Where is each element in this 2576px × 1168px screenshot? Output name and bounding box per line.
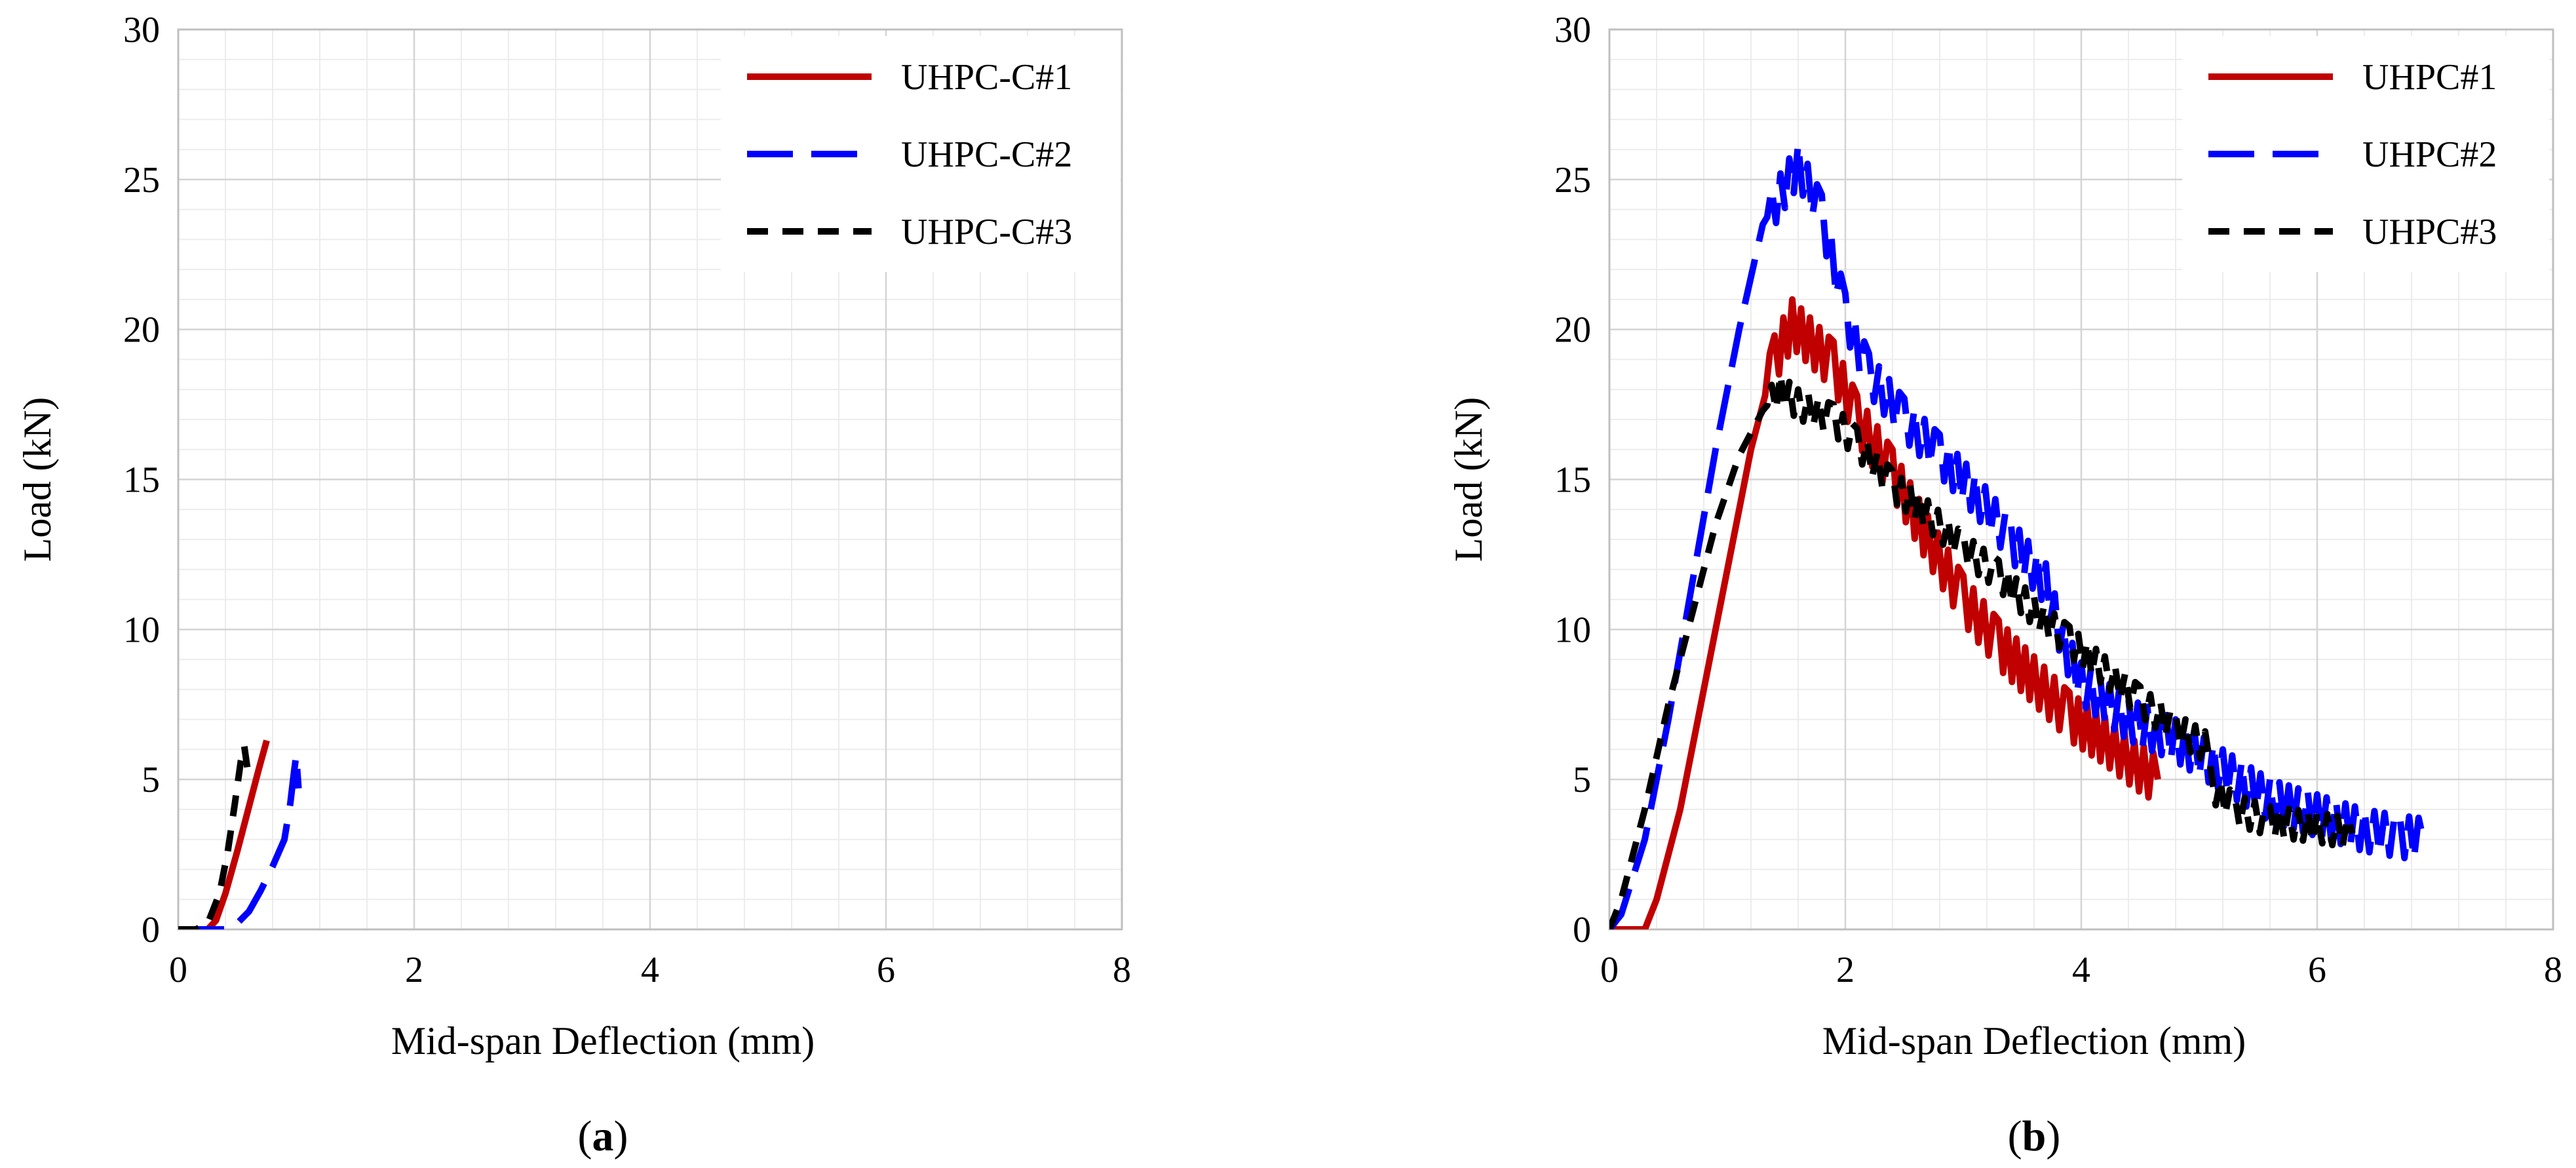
- y-tick-label: 15: [123, 460, 160, 501]
- y-tick-label: 5: [1573, 760, 1591, 800]
- x-tick-label: 2: [405, 950, 423, 990]
- series-line-UHPC-C#2: [178, 752, 302, 929]
- legend-label-UHPC#2: UHPC#2: [2362, 134, 2497, 175]
- y-tick-label: 10: [123, 610, 160, 650]
- y-tick-label: 10: [1554, 610, 1591, 650]
- series-line-UHPC#3: [1609, 371, 2356, 929]
- x-tick-label: 8: [1113, 950, 1131, 990]
- x-tick-label: 8: [2544, 950, 2562, 990]
- x-tick-label: 4: [641, 950, 659, 990]
- chart-panel-b: 0 2 4 6 8 0 5 10 15 20 25 30 Mid-span Deflection (mm…: [1447, 10, 2562, 1160]
- y-tick-label: 0: [1573, 910, 1591, 950]
- y-axis-label: Load (kN): [1447, 397, 1490, 562]
- plot-frame: [177, 28, 1123, 931]
- panel-caption: (a): [578, 1112, 628, 1160]
- x-axis-label: Mid-span Deflection (mm): [1822, 1019, 2246, 1062]
- y-tick-label: 15: [1554, 460, 1591, 501]
- x-tick-label: 6: [2308, 950, 2326, 990]
- x-tick-label: 0: [169, 950, 187, 990]
- y-tick-label: 30: [1554, 10, 1591, 50]
- y-tick-label: 25: [1554, 160, 1591, 201]
- y-tick-label: 25: [123, 160, 160, 201]
- y-tick-label: 5: [142, 760, 160, 800]
- y-axis-label: Load (kN): [16, 397, 59, 562]
- y-tick-label: 20: [123, 310, 160, 351]
- legend-label-UHPC-C#1: UHPC-C#1: [901, 57, 1072, 98]
- x-axis-label: Mid-span Deflection (mm): [391, 1019, 815, 1062]
- legend-label-UHPC#1: UHPC#1: [2362, 57, 2497, 98]
- x-tick-label: 6: [877, 950, 895, 990]
- x-tick-label: 0: [1600, 950, 1619, 990]
- y-tick-label: 0: [142, 910, 160, 950]
- legend-label-UHPC#3: UHPC#3: [2362, 212, 2497, 252]
- series-line-UHPC#1: [1609, 296, 2161, 929]
- y-tick-label: 30: [123, 10, 160, 50]
- legend-label-UHPC-C#3: UHPC-C#3: [901, 212, 1072, 252]
- chart-panel-a: 0 2 4 6 8 0 5 10 15 20 25 30 Mid-span Deflection (mm…: [16, 10, 1131, 1160]
- panel-caption: (b): [2008, 1112, 2061, 1160]
- series-line-UHPC-C#3: [178, 743, 252, 929]
- x-tick-label: 2: [1836, 950, 1855, 990]
- x-tick-label: 4: [2072, 950, 2090, 990]
- legend-label-UHPC-C#2: UHPC-C#2: [901, 134, 1072, 175]
- plot-frame: [1608, 28, 2554, 931]
- y-tick-label: 20: [1554, 310, 1591, 351]
